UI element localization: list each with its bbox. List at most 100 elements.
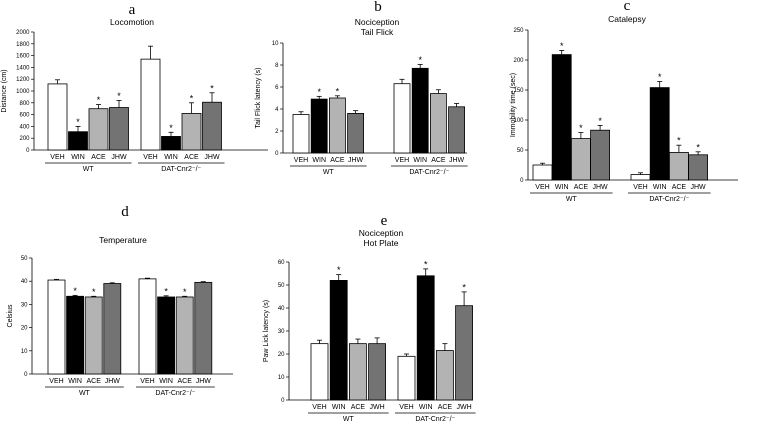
panel-b-y-tick-label: 10 [272, 41, 279, 47]
panel-a-bar-datcnr-win [161, 136, 181, 151]
panel-b-bar-wt-win [310, 98, 328, 154]
panel-a-bar-wt-win [68, 131, 88, 151]
panel-a-category-label: ACE [184, 154, 199, 161]
panel-c-bar-wt-ace [571, 138, 591, 181]
panel-e-y-tick-label: 60 [278, 260, 285, 266]
panel-e-category-label: VEH [399, 404, 413, 411]
panel-a-significance-star: * [117, 91, 121, 101]
panel-b-y-tick-label: 4 [275, 107, 279, 113]
panel-e-bar-datcnr-veh [397, 355, 416, 401]
panel-a-y-tick-label: 200 [19, 136, 30, 142]
panel-b-bar-wt-jhw [347, 113, 365, 154]
panel-a-significance-star: * [169, 123, 173, 133]
panel-b-letter: b [374, 0, 382, 15]
panel-e-title: Nociception [359, 228, 404, 238]
panel-a-category-label: ACE [91, 154, 106, 161]
panel-d-category-label: JHW [105, 378, 121, 385]
panel-a-y-tick-label: 2000 [16, 30, 30, 36]
panel-b-significance-star: * [317, 87, 321, 97]
panel-b-category-label: WIN [312, 157, 326, 164]
panel-e-bar-wt-win [329, 279, 348, 401]
panel-a-letter: a [129, 2, 136, 18]
panel-a-category-label: VEH [50, 154, 64, 161]
panel-b-title: Nociception [355, 17, 400, 27]
panel-c-bar-wt-jhw [590, 129, 610, 181]
panel-d-y-tick-label: 0 [24, 372, 28, 378]
panel-d-bar-datcnr-veh [138, 278, 157, 375]
panel-e-bar-wt-ace [348, 343, 367, 401]
panel-d-category-label: JHW [196, 378, 212, 385]
panel-c-significance-star: * [598, 116, 602, 126]
panel-d-y-tick-label: 10 [21, 349, 28, 355]
panel-a-title: Locomotion [110, 17, 154, 27]
panel-e-category-label: WIN [332, 404, 346, 411]
panel-a-bar-datcnr-jhw [202, 101, 222, 151]
panel-a-significance-star: * [210, 83, 214, 93]
panel-c-group-label: DAT-Cnr2⁻/⁻ [649, 196, 689, 203]
panel-d-category-label: VEH [140, 378, 154, 385]
panel-c-letter: c [624, 0, 631, 14]
panel-a-category-label: WIN [71, 154, 85, 161]
panel-d-category-label: WIN [159, 378, 173, 385]
panel-a-y-tick-label: 0 [26, 148, 30, 154]
panel-c-y-tick-label: 200 [513, 58, 524, 64]
panel-c-bar-datcnr-veh [630, 174, 651, 181]
panel-b-category-label: ACE [431, 157, 446, 164]
panel-e-letter: e [381, 213, 388, 229]
panel-e-y-tick-label: 20 [278, 352, 285, 358]
panel-d-bar-wt-win [66, 295, 84, 375]
panel-e-category-label: WIN [419, 404, 433, 411]
panel-e-y-tick-label: 0 [281, 398, 285, 404]
panel-e-y-tick-label: 30 [278, 329, 285, 335]
panel-a-bar-datcnr-veh [140, 58, 161, 151]
panel-c-category-label: ACE [574, 184, 589, 191]
panel-e-bar-datcnr-win [416, 275, 435, 401]
panel-e-y-tick-label: 50 [278, 283, 285, 289]
panel-b-bar-datcnr-jhw [448, 106, 466, 154]
panel-b-significance-star: * [418, 55, 422, 65]
panel-d-significance-star: * [183, 287, 187, 297]
panel-b-bar-datcnr-win [411, 67, 429, 154]
panel-e-bar-wt-veh [310, 343, 329, 401]
panel-d-bar-wt-ace [84, 296, 103, 375]
panel-b-y-tick-label: 2 [275, 129, 279, 135]
panel-e-significance-star: * [424, 259, 428, 269]
panel-d-group-label: DAT-Cnr2⁻/⁻ [155, 390, 195, 397]
panel-a-group-label: WT [83, 166, 95, 173]
panel-d-y-tick-label: 40 [21, 279, 28, 285]
panel-b-category-label: ACE [330, 157, 345, 164]
panel-c-category-label: VEH [633, 184, 647, 191]
panel-d-letter: d [121, 204, 129, 220]
panel-d-y-tick-label: 30 [21, 302, 28, 308]
panel-a-category-label: VEH [143, 154, 157, 161]
panel-e-category-label: JWH [370, 404, 385, 411]
panel-c-bar-datcnr-jhw [688, 154, 708, 181]
panel-e-group-label: DAT-Cnr2⁻/⁻ [415, 416, 455, 423]
panel-a-bar-datcnr-ace [181, 113, 202, 151]
panel-d-significance-star: * [73, 286, 77, 296]
panel-d-y-axis-label: Celsius [7, 304, 14, 327]
panel-c-significance-star: * [658, 72, 662, 82]
panel-a-bar-wt-jhw [109, 107, 129, 151]
panel-c-category-label: VEH [535, 184, 549, 191]
panel-b-significance-star: * [336, 86, 340, 96]
panel-a-y-tick-label: 400 [19, 124, 30, 130]
panel-d-y-tick-label: 50 [21, 256, 28, 262]
panel-b-bar-datcnr-veh [393, 83, 411, 154]
panel-a-category-label: WIN [164, 154, 178, 161]
panel-d-category-label: VEH [49, 378, 63, 385]
panel-c-category-label: ACE [672, 184, 687, 191]
panel-c-y-tick-label: 250 [513, 28, 524, 34]
panel-b-bar-datcnr-ace [429, 93, 447, 154]
panel-c-y-tick-label: 100 [513, 118, 524, 124]
panel-e-bar-datcnr-ace [435, 350, 454, 401]
panel-a-y-axis-label: Distance (cm) [1, 69, 8, 112]
panel-c-significance-star: * [579, 123, 583, 133]
panel-d-category-label: ACE [177, 378, 192, 385]
panel-a-y-tick-label: 800 [19, 101, 30, 107]
panel-a-significance-star: * [76, 117, 80, 127]
panel-d-bar-wt-veh [47, 279, 66, 375]
panel-e-category-label: ACE [351, 404, 366, 411]
panel-c-group-label: WT [566, 196, 578, 203]
